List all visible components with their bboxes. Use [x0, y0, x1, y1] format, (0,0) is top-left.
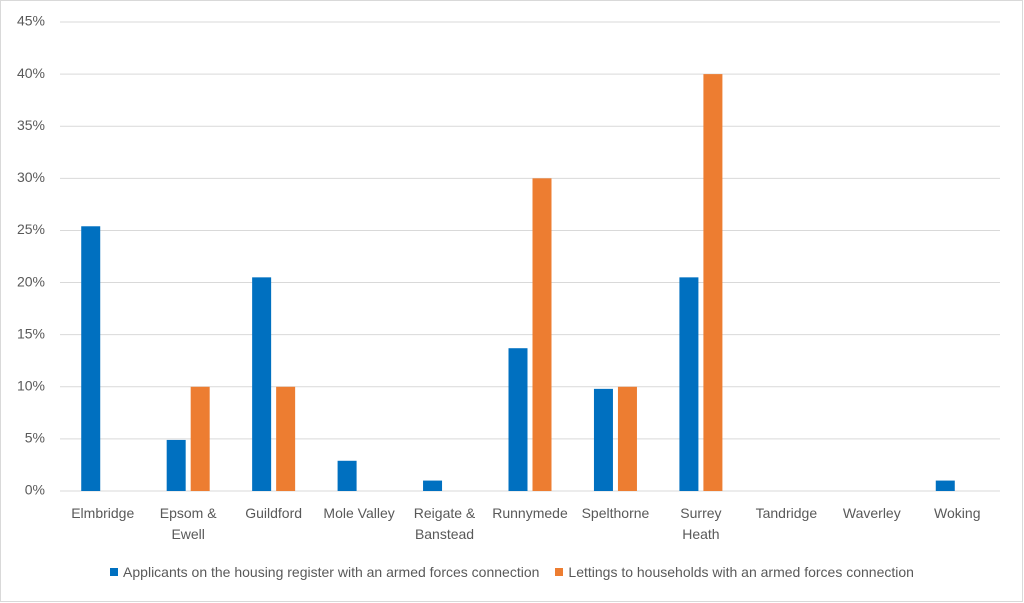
- bar: [166, 439, 186, 491]
- y-tick-label: 15%: [17, 325, 45, 341]
- y-tick-label: 40%: [17, 65, 45, 81]
- x-tick-label: Surrey Heath: [680, 505, 722, 542]
- y-tick-label: 20%: [17, 273, 45, 289]
- bar: [679, 277, 699, 491]
- y-tick-label: 0%: [25, 482, 45, 498]
- bar: [190, 386, 210, 491]
- x-tick-label: Reigate & Banstead: [413, 505, 476, 542]
- y-tick-label: 45%: [17, 13, 45, 29]
- bar: [593, 388, 613, 491]
- y-tick-label: 10%: [17, 377, 45, 393]
- x-tick-label: Waverley: [842, 505, 901, 521]
- x-tick-label: Guildford: [245, 505, 303, 521]
- x-tick-label: Woking: [934, 505, 981, 521]
- bar: [508, 348, 528, 491]
- bar: [276, 386, 296, 491]
- y-tick-label: 35%: [17, 117, 45, 133]
- legend-label: Lettings to households with an armed for…: [568, 564, 914, 580]
- x-tick-label: Runnymede: [492, 505, 568, 521]
- y-tick-label: 5%: [25, 430, 45, 446]
- legend-item: Lettings to households with an armed for…: [555, 564, 914, 580]
- legend-label: Applicants on the housing register with …: [123, 564, 540, 580]
- bar: [935, 480, 955, 491]
- legend: Applicants on the housing register with …: [0, 564, 1024, 580]
- bar: [423, 480, 443, 491]
- bar: [617, 386, 637, 491]
- x-tick-label: Mole Valley: [323, 505, 395, 521]
- y-tick-label: 25%: [17, 221, 45, 237]
- y-tick-label: 30%: [17, 169, 45, 185]
- legend-swatch: [555, 568, 564, 576]
- legend-item: Applicants on the housing register with …: [110, 564, 539, 580]
- bar: [252, 277, 272, 491]
- bar: [532, 178, 552, 492]
- x-tick-label: Tandridge: [755, 505, 818, 521]
- bar: [337, 460, 357, 491]
- legend-swatch: [110, 568, 119, 576]
- bar: [81, 226, 101, 491]
- x-tick-label: Spelthorne: [581, 505, 650, 521]
- x-tick-label: Elmbridge: [71, 505, 135, 521]
- bar: [703, 74, 723, 491]
- x-tick-label: Epsom & Ewell: [159, 505, 217, 542]
